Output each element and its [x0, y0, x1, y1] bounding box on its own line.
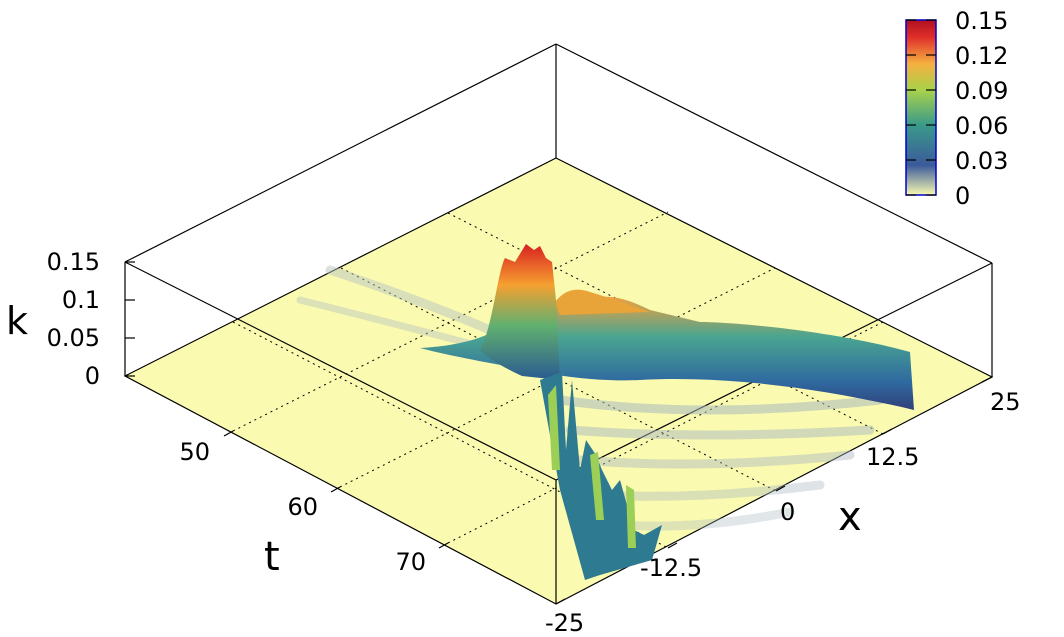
- z-tick-label: 0: [85, 362, 100, 390]
- z-axis: 0 0.05 0.1 0.15 k: [6, 248, 100, 390]
- x-tick-label: 25: [990, 388, 1021, 416]
- x-tick-label: -12.5: [640, 554, 702, 582]
- z-axis-title: k: [6, 299, 28, 343]
- t-tick-label: 60: [287, 493, 318, 521]
- z-tick-label: 0.1: [62, 286, 100, 314]
- t-tick-label: 70: [395, 548, 426, 576]
- oscillation-highlights: [548, 385, 636, 548]
- surface: [420, 244, 914, 580]
- colorbar-tick-label: 0.15: [955, 7, 1008, 35]
- floor-shading: [296, 265, 885, 531]
- t-axis-title: t: [264, 534, 280, 580]
- secondary-peak: [555, 289, 650, 315]
- colorbar-tick-label: 0.06: [955, 112, 1008, 140]
- x-axis: -25 -12.5 0 12.5 25 x: [545, 388, 1021, 637]
- colorbar-tick-label: 0: [955, 182, 970, 210]
- colorbar-gradient: [905, 19, 937, 196]
- colorbar: 0 0.03 0.06 0.09 0.12 0.15: [905, 7, 1008, 210]
- main-peak: [480, 244, 560, 380]
- colorbar-tick-label: 0.09: [955, 77, 1008, 105]
- z-tick-label: 0.05: [47, 324, 100, 352]
- colorbar-tick-label: 0.12: [955, 42, 1008, 70]
- tick-marks: [125, 261, 993, 605]
- colorbar-tick-label: 0.03: [955, 147, 1008, 175]
- t-tick-label: 50: [179, 438, 210, 466]
- x-tick-label: -25: [545, 609, 584, 637]
- x-axis-title: x: [838, 494, 862, 540]
- z-tick-label: 0.15: [47, 248, 100, 276]
- x-tick-label: 12.5: [866, 443, 919, 471]
- t-axis: 50 60 70 t: [179, 438, 426, 580]
- x-tick-label: 0: [780, 498, 795, 526]
